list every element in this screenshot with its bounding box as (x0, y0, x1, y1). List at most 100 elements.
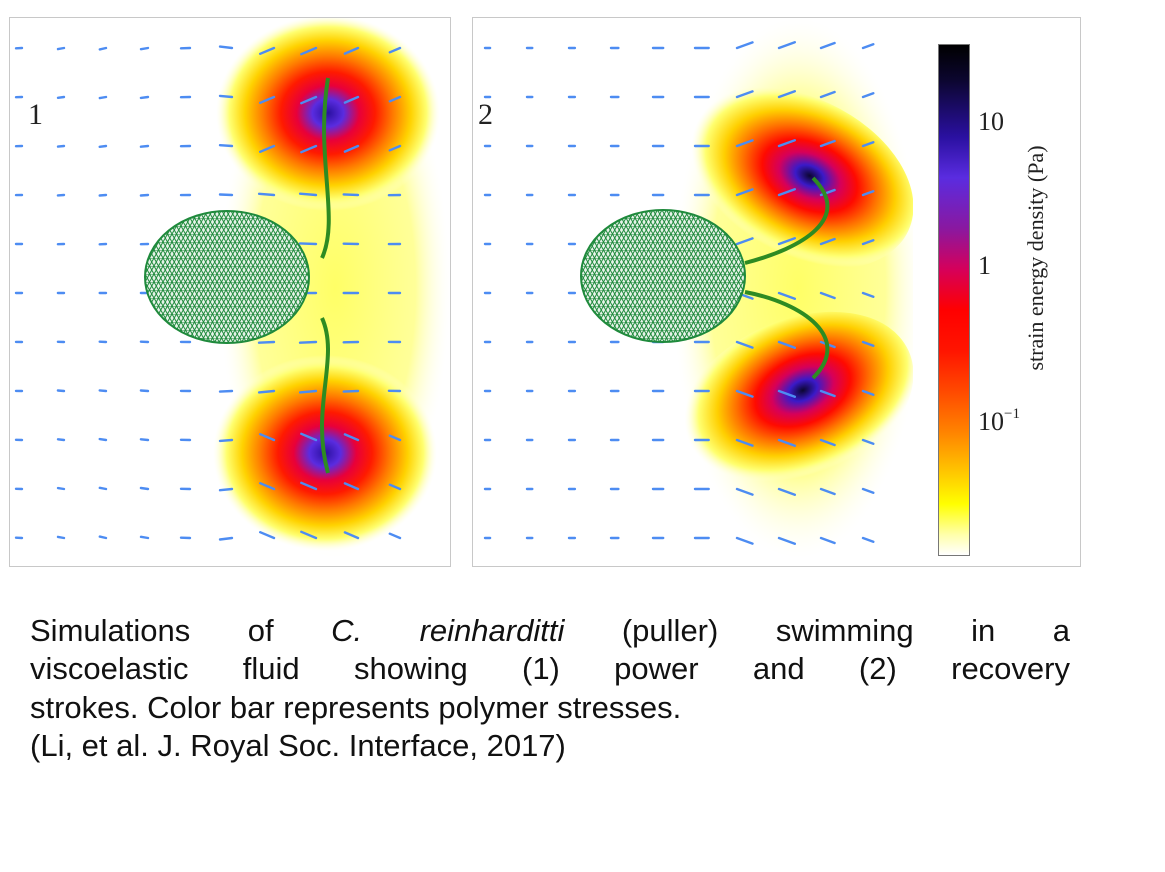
flagellum-lower (744, 290, 830, 380)
velocity-arrow (342, 193, 360, 197)
stress-hotspot-lower (676, 311, 913, 495)
velocity-arrow (139, 193, 150, 197)
velocity-arrow (861, 140, 875, 148)
power-stroke-simulation (14, 18, 450, 558)
velocity-arrow (343, 531, 360, 540)
velocity-arrow (98, 389, 108, 393)
velocity-arrow (139, 535, 150, 540)
velocity-arrow (298, 389, 318, 394)
velocity-arrow (300, 481, 318, 491)
velocity-arrow (388, 434, 402, 442)
velocity-arrow (819, 389, 836, 398)
velocity-arrow (258, 531, 276, 540)
velocity-arrow (861, 389, 875, 396)
velocity-arrow (777, 41, 796, 50)
velocity-arrow (388, 95, 402, 103)
velocity-arrow (56, 389, 66, 393)
cell-body-mesh (144, 210, 310, 344)
velocity-arrow (139, 144, 150, 148)
velocity-arrow (777, 389, 796, 398)
panel-power-stroke: 1 (9, 17, 451, 567)
velocity-arrow (300, 530, 318, 540)
velocity-arrow (342, 389, 360, 393)
velocity-arrow (861, 43, 875, 50)
flagellum-lower (320, 317, 330, 474)
velocity-arrow (735, 487, 754, 496)
velocity-arrow (218, 389, 234, 393)
velocity-arrow (735, 90, 754, 99)
caption-line-1: Simulations of C. reinharditti (puller) … (30, 613, 1070, 648)
panel-recovery-stroke: 2 10 1 10−1 strain energy density (Pa) (472, 17, 1081, 567)
velocity-arrow (56, 46, 66, 51)
velocity-arrow (861, 291, 875, 298)
flagellum-upper (320, 77, 331, 259)
velocity-arrow (343, 482, 360, 491)
velocity-arrow (861, 91, 875, 99)
velocity-arrow (735, 536, 754, 545)
velocity-arrow (735, 41, 754, 50)
velocity-arrow (777, 438, 796, 447)
velocity-arrow (777, 487, 796, 496)
velocity-arrow (777, 187, 796, 197)
velocity-arrow (98, 95, 108, 100)
velocity-arrow (861, 238, 875, 246)
velocity-arrow (139, 438, 150, 442)
velocity-arrow (218, 143, 234, 148)
velocity-arrow (98, 144, 108, 149)
velocity-arrow (258, 482, 276, 491)
velocity-arrow (98, 193, 108, 197)
strain-field (673, 18, 913, 558)
velocity-arrow (777, 89, 796, 99)
velocity-arrow (56, 486, 66, 491)
velocity-arrow (258, 46, 276, 55)
velocity-arrow (257, 192, 276, 197)
velocity-arrow (258, 95, 276, 105)
stress-hotspot-upper (216, 18, 440, 211)
velocity-arrow (819, 139, 836, 148)
velocity-arrow (777, 291, 796, 300)
velocity-arrow (298, 192, 318, 197)
velocity-arrow (819, 41, 836, 50)
velocity-arrow (343, 95, 360, 104)
velocity-arrow (56, 144, 66, 148)
velocity-arrow (861, 189, 875, 197)
velocity-arrow (258, 144, 276, 154)
velocity-arrow (218, 487, 234, 492)
velocity-arrow (861, 536, 875, 543)
recovery-stroke-simulation (483, 18, 913, 558)
velocity-arrow (218, 94, 234, 99)
velocity-arrow (139, 95, 150, 100)
velocity-arrow (819, 487, 836, 496)
velocity-arrow (819, 536, 836, 545)
velocity-arrow (735, 438, 754, 447)
velocity-arrow (819, 90, 836, 99)
velocity-arrow (861, 340, 875, 347)
cell-body-mesh (580, 209, 746, 343)
velocity-arrow (300, 432, 318, 442)
colorbar-tick-1: 1 (978, 251, 991, 280)
velocity-arrow (343, 144, 360, 153)
velocity-arrow (218, 45, 234, 50)
species-name: C. reinharditti (331, 613, 565, 648)
velocity-arrow (343, 46, 360, 55)
velocity-arrow (388, 532, 402, 540)
velocity-arrow (300, 144, 318, 154)
velocity-arrow (388, 144, 402, 152)
caption-citation: (Li, et al. J. Royal Soc. Interface, 201… (30, 728, 566, 764)
velocity-arrow (298, 242, 318, 246)
velocity-arrow (735, 340, 754, 349)
colorbar-tick-10: 10 (978, 107, 1004, 136)
caption-line-3: strokes. Color bar represents polymer st… (30, 689, 682, 725)
caption-line-2: viscoelastic fluid showing (1) power and… (30, 651, 1070, 687)
stress-hotspot-upper (676, 86, 913, 270)
velocity-arrow (388, 46, 402, 54)
flagellum-upper (744, 176, 830, 265)
panel-label: 2 (478, 98, 493, 131)
velocity-arrow (777, 536, 796, 545)
strain-field (213, 18, 450, 558)
velocity-arrow (777, 138, 796, 148)
figure-caption: Simulations of C. reinharditti (puller) … (30, 612, 1070, 766)
velocity-arrow (139, 46, 150, 51)
velocity-arrow (861, 487, 875, 494)
velocity-arrow (139, 389, 150, 393)
